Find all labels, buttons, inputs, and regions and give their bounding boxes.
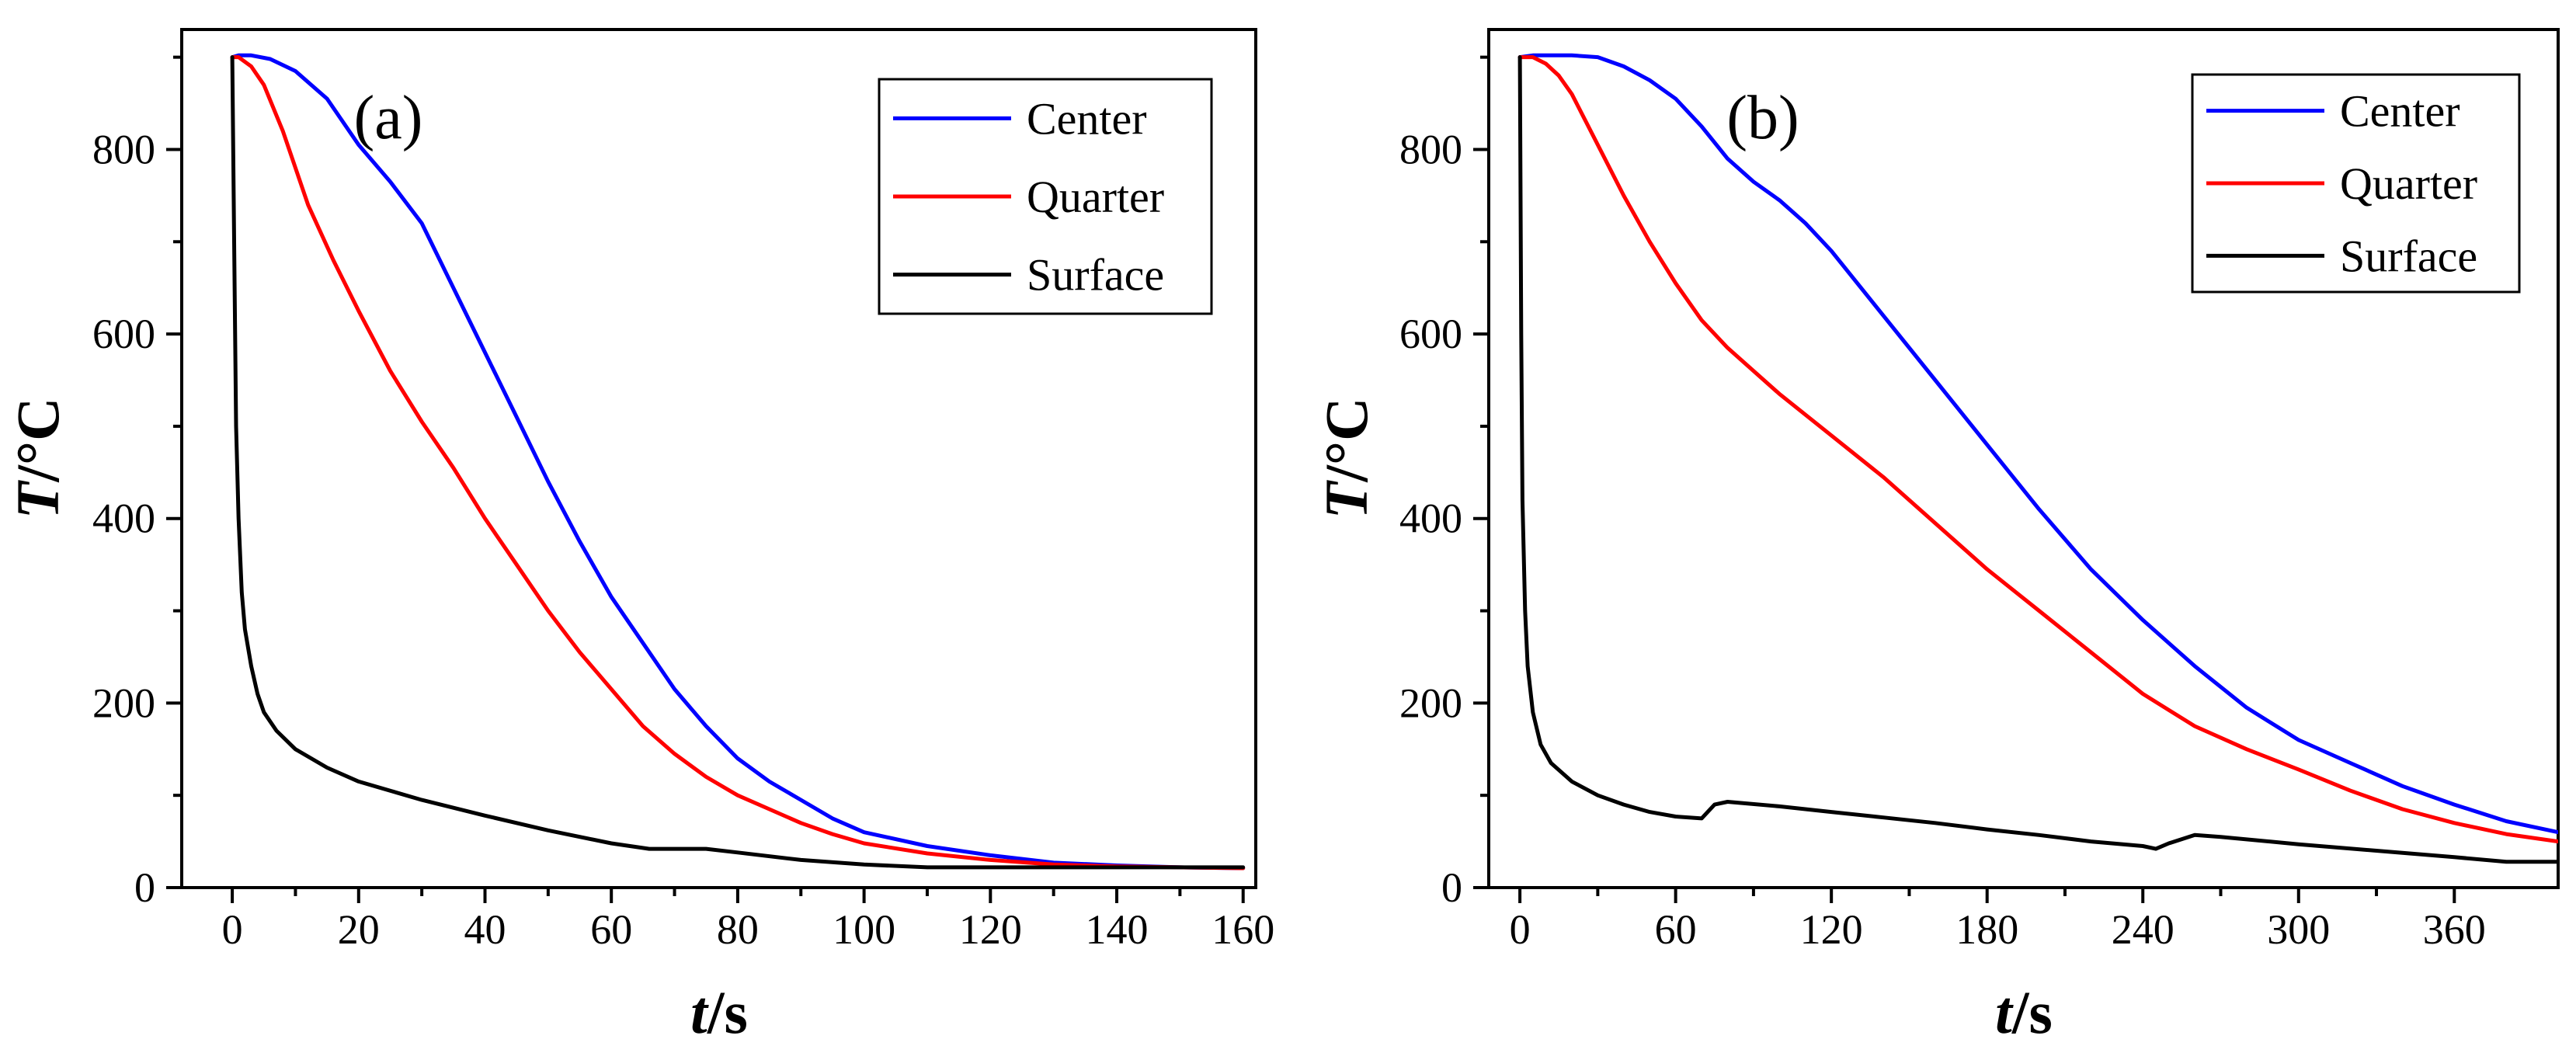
x-tick-label: 80 — [717, 906, 759, 953]
x-axis-label: t/s — [690, 978, 748, 1046]
y-tick-label: 200 — [1399, 679, 1462, 726]
x-tick-label: 0 — [1510, 906, 1531, 953]
y-tick-label: 400 — [92, 495, 155, 542]
legend-label-center: Center — [2340, 86, 2460, 137]
panel-label: (b) — [1726, 84, 1799, 152]
panel-label: (a) — [354, 84, 423, 152]
x-tick-label: 120 — [1800, 906, 1863, 953]
series-line-center — [1517, 53, 2558, 835]
y-tick-label: 800 — [1399, 126, 1462, 172]
legend-label-surface: Surface — [2340, 231, 2477, 281]
chart-panel-b: 0 60 120 180 240 300 360 0 200 400 600 800 Center Qua… — [1312, 28, 2560, 1046]
series-line-surface — [1517, 55, 2558, 864]
series-line-quarter — [230, 55, 1246, 871]
x-tick-label: 160 — [1212, 906, 1274, 953]
legend-label-center: Center — [1027, 93, 1147, 144]
series-line-surface — [230, 55, 1246, 870]
y-tick-label: 400 — [1399, 495, 1462, 542]
legend-label-surface: Surface — [1027, 250, 1164, 301]
x-tick-label: 20 — [338, 906, 380, 953]
y-axis-label: T/°C — [1312, 398, 1380, 520]
legend-label-quarter: Quarter — [2340, 158, 2477, 209]
plot-frame — [1487, 28, 2560, 889]
series-line-quarter — [1517, 55, 2558, 844]
x-tick-label: 40 — [464, 906, 506, 953]
x-tick-label: 60 — [590, 906, 632, 953]
y-tick-label: 0 — [134, 864, 155, 911]
plot-frame — [180, 28, 1257, 889]
y-tick-label: 0 — [1441, 864, 1462, 911]
y-tick-label: 600 — [1399, 311, 1462, 357]
x-tick-label: 300 — [2267, 906, 2330, 953]
chart-panel-a: 0 20 40 60 80 100 120 140 160 0 200 400 600 800 Center… — [4, 28, 1274, 1046]
series-line-center — [230, 53, 1246, 871]
x-tick-label: 140 — [1086, 906, 1149, 953]
x-tick-label: 100 — [833, 906, 895, 953]
x-tick-label: 180 — [1955, 906, 2018, 953]
x-tick-label: 60 — [1655, 906, 1697, 953]
y-tick-label: 800 — [92, 126, 155, 172]
y-tick-label: 600 — [92, 311, 155, 357]
x-tick-label: 360 — [2423, 906, 2486, 953]
x-tick-label: 120 — [959, 906, 1022, 953]
y-tick-label: 200 — [92, 679, 155, 726]
y-axis-label: T/°C — [4, 398, 71, 520]
legend-label-quarter: Quarter — [1027, 172, 1164, 222]
x-tick-label: 240 — [2112, 906, 2174, 953]
x-axis-label: t/s — [1995, 978, 2053, 1046]
x-tick-label: 0 — [222, 906, 243, 953]
